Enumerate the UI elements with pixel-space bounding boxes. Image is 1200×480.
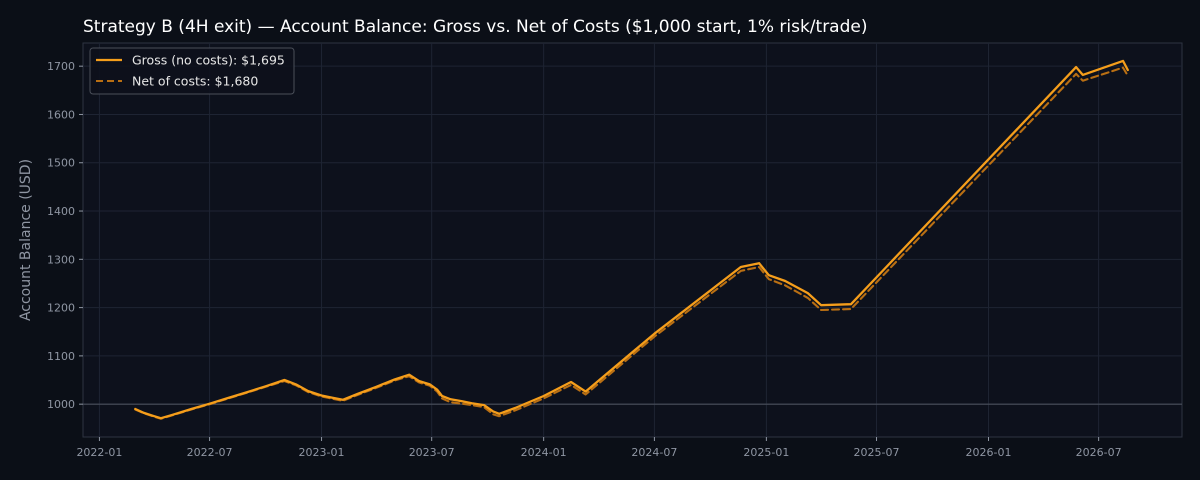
x-tick-label: 2025-01	[743, 446, 789, 459]
grid-lines	[83, 43, 1182, 437]
x-tick-label: 2024-01	[521, 446, 567, 459]
y-tick-label: 1400	[47, 205, 75, 218]
y-tick-label: 1600	[47, 108, 75, 121]
x-tick-label: 2022-01	[76, 446, 122, 459]
series-line-net	[134, 66, 1129, 420]
legend-box	[89, 47, 295, 95]
x-tick-label: 2023-07	[409, 446, 455, 459]
y-tick-label: 1700	[47, 60, 75, 73]
plot-area	[82, 42, 1183, 438]
x-axis: 2022-01 2022-07 2023-01 2023-07 2024-01 2024-…	[76, 437, 1122, 459]
legend-label-gross: Gross (no costs): $1,695	[132, 53, 285, 68]
x-tick-label: 2026-07	[1076, 446, 1122, 459]
y-tick-label: 1300	[47, 253, 75, 266]
legend: Gross (no costs): $1,695 Net of costs: $…	[89, 47, 295, 95]
y-tick-label: 1500	[47, 157, 75, 170]
series-lines	[134, 59, 1129, 420]
y-axis: 1000 1100 1200 1300 1400 1500 1600 1700	[47, 60, 83, 411]
x-tick-label: 2025-07	[854, 446, 900, 459]
x-tick-label: 2024-07	[631, 446, 677, 459]
chart-title: Strategy B (4H exit) — Account Balance: …	[83, 17, 867, 37]
x-tick-label: 2026-01	[966, 446, 1012, 459]
legend-label-net: Net of costs: $1,680	[132, 74, 258, 89]
y-tick-label: 1200	[47, 302, 75, 315]
x-tick-label: 2023-01	[299, 446, 345, 459]
y-tick-label: 1100	[47, 350, 75, 363]
series-line-gross	[134, 59, 1129, 420]
y-axis-label: Account Balance (USD)	[18, 159, 34, 321]
x-tick-label: 2022-07	[187, 446, 233, 459]
y-tick-label: 1000	[47, 398, 75, 411]
